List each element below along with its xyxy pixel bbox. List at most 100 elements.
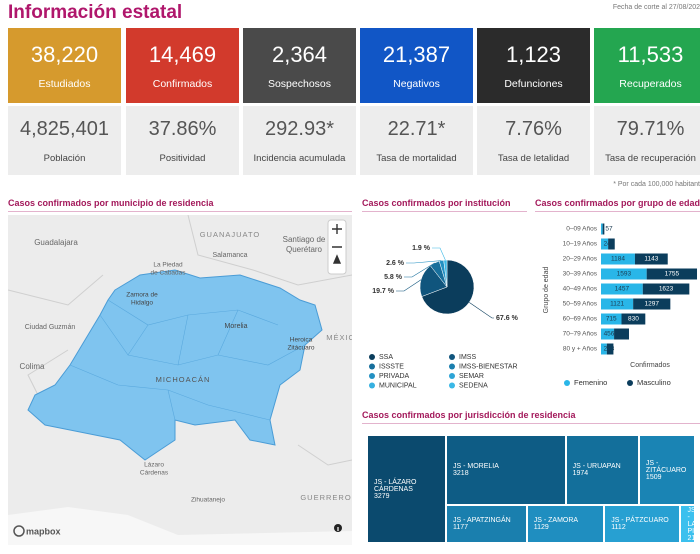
tile-name: JS - URUAPAN [572,463,621,471]
state-border [187,215,352,286]
legend-swatch [369,354,375,360]
kpi-value: 2,364 [271,42,328,67]
stat-label: Positividad [159,153,206,164]
bar-segment [642,283,690,295]
bar-segment [601,223,603,235]
state-border [8,274,104,306]
stat-value: 292.93* [265,118,334,140]
bar-segment [614,328,629,340]
treemap-tile: JS - URUAPAN 1974 [565,435,639,506]
bar-segment [601,283,643,295]
treemap-tile: JS - ZITÁCUARO 1509 [638,435,695,506]
legend-swatch [564,380,570,386]
legend-swatch [449,382,455,389]
tile-value: 3218 [453,470,469,478]
x-axis-label: Confirmados [630,362,670,369]
section-title: Casos confirmados por municipio de resid… [8,198,352,212]
zoom-controls[interactable] [327,219,347,275]
tile-value: 1177 [453,524,469,532]
category-label: 60–69 Años [563,316,598,323]
bar-label: 1143 [644,256,658,263]
bar-segment [634,253,668,265]
place-label: GUANAJUATO [200,230,261,239]
bar-label: 830 [628,316,639,323]
section-title: Casos confirmados por institución [362,198,527,212]
tile-value: 3279 [374,492,390,500]
kpi-value: 11,533 [617,42,684,67]
tile-name: JS - LÁZARO CÁRDENAS [374,478,417,493]
stat-value: 79.71% [616,118,685,140]
place-label: Zamora de [126,292,158,299]
legend-label: MUNICIPAL [379,382,417,389]
bar-label: 1184 [611,256,625,263]
category-label: 30–39 Años [563,271,598,278]
slice-label: 1.9 % [412,245,431,252]
place-label: Ciudad Guzmán [25,324,76,331]
bar-segment [601,298,634,310]
stat-value: 37.86% [148,118,217,140]
mapbox-logo [13,525,25,537]
kpi-value: 38,220 [30,42,99,67]
kpi-label: Defunciones [504,78,563,90]
tile-name: JS - APATZINGÁN [453,517,511,525]
legend-swatch [369,382,375,389]
ocean [8,507,352,545]
legend-swatch [449,363,455,370]
kpi-card: 38,220 Estudiados [8,28,121,103]
stat-card: 292.93* Incidencia acumulada [243,106,356,175]
bar-segment [601,253,635,265]
kpi-card: 21,387 Negativos [360,28,473,103]
stat-value: 4,825,401 [20,118,109,140]
stat-value: 7.76% [505,118,562,140]
tile-value: 1112 [611,524,626,532]
place-label: Colima [20,362,45,371]
legend-swatch [369,363,375,370]
treemap-tile: JS - LA PIEDAD212 [680,505,695,543]
bar-label: 57 [605,226,613,233]
stat-label: Tasa de mortalidad [376,153,457,164]
leader-line [469,302,494,319]
bar-segment [606,343,614,355]
kpi-value: 14,469 [148,42,217,67]
kpi-label: Confirmados [152,78,213,90]
slice-label: 5.8 % [384,274,403,281]
tile-name: JS - PÁTZCUARO [611,517,669,525]
map[interactable]: mapbox Guadalajara GUANAJUATO Santiago deQ… [8,215,352,545]
tile-name: JS - ZITÁCUARO [645,459,687,474]
place-label: MÉXICO [326,333,352,342]
category-label: 20–29 Años [563,256,598,263]
kpi-card: 14,469 Confirmados [126,28,239,103]
stat-value: 22.71* [387,118,446,140]
bar-label: 1457 [615,286,630,293]
bar-label: 1121 [610,301,624,308]
stat-card: 37.86% Positividad [126,106,239,175]
category-label: 10–19 Años [563,241,598,248]
section-title: Casos confirmados por grupo de edad [535,198,700,212]
tile-value: 1974 [572,470,589,478]
legend-label: IMSS [459,354,476,361]
attribution: mapbox [26,526,61,536]
kpi-label: Negativos [393,78,440,90]
leader-line [406,260,442,264]
place-label: GUERRERO [300,493,351,502]
kpi-value: 21,387 [382,42,451,67]
bar-label: 456 [604,331,615,338]
cutoff-date: Fecha de corte al 27/08/202 [612,4,700,11]
bar-label: 1297 [645,301,660,308]
bar-label: 1623 [659,286,674,293]
place-label: Heroica [290,337,313,344]
bar-segment [601,343,607,355]
legend-label: SEMAR [459,373,484,380]
legend-label: PRIVADA [379,373,410,380]
tile-value: 1129 [533,524,549,532]
legend-label: SEDENA [459,382,488,389]
bar-label: 1593 [617,271,632,278]
legend-label: SSA [379,354,393,361]
treemap: JS - LÁZARO CÁRDENAS 3279 JS - MORELIA 3218… [367,435,695,543]
control-icons[interactable] [332,224,342,264]
tile-name: JS - ZAMORA [533,517,579,525]
pie-chart: 67.6 % 19.7 % 5.8 % 2.6 % 1.9 % SSA IMSS ISSSTE… [369,245,519,389]
kpi-card: 2,364 Sospechosos [243,28,356,103]
place-label: Hidalgo [131,300,153,307]
